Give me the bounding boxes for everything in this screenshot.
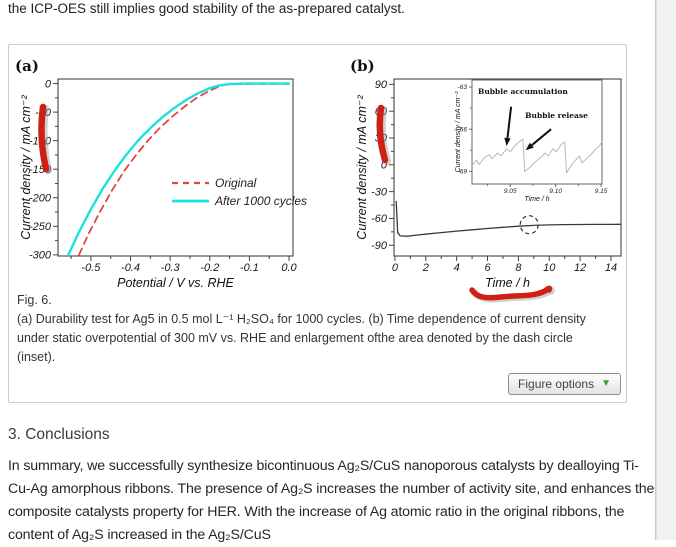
svg-text:-0.1: -0.1 bbox=[240, 262, 259, 274]
svg-text:Current density / mA cm⁻²: Current density / mA cm⁻² bbox=[19, 94, 33, 239]
svg-text:8: 8 bbox=[515, 262, 522, 274]
svg-text:-0.2: -0.2 bbox=[200, 262, 219, 274]
svg-text:-300: -300 bbox=[29, 250, 52, 262]
svg-text:9.05: 9.05 bbox=[504, 188, 517, 195]
svg-text:10: 10 bbox=[543, 262, 556, 274]
red-marker-stroke-panel-b bbox=[376, 104, 389, 164]
series-time-dependence bbox=[395, 200, 621, 237]
svg-text:-0.5: -0.5 bbox=[81, 262, 101, 274]
series-Original bbox=[78, 82, 290, 256]
svg-text:90: 90 bbox=[375, 79, 388, 91]
svg-text:Current density / mA cm⁻²: Current density / mA cm⁻² bbox=[455, 91, 462, 173]
figure-6-graphics: (a) -0.5 -0.4 -0.3 -0.2 -0.1 0.0 0 -50 -100 -150 -2… bbox=[15, 57, 622, 303]
page-edge-divider bbox=[655, 0, 656, 540]
svg-text:After 1000 cycles: After 1000 cycles bbox=[214, 194, 307, 208]
dash-circle-annotation bbox=[519, 215, 539, 235]
svg-text:-200: -200 bbox=[29, 193, 52, 205]
section-heading: 3. Conclusions bbox=[8, 426, 110, 443]
svg-text:Bubble release: Bubble release bbox=[525, 111, 588, 120]
svg-text:-90: -90 bbox=[371, 240, 388, 252]
figure-options-button[interactable]: Figure options ▼ bbox=[508, 373, 621, 395]
red-marker-annotations bbox=[38, 103, 555, 303]
svg-text:0: 0 bbox=[392, 262, 399, 274]
panel-b-inset: 9.05 9.10 9.15 -63 -66 -69 Time / h Current den… bbox=[455, 79, 608, 203]
svg-text:Time / h: Time / h bbox=[485, 276, 530, 290]
svg-text:0.0: 0.0 bbox=[281, 262, 297, 274]
svg-text:30: 30 bbox=[375, 133, 388, 145]
inset-sawtooth-trace bbox=[471, 138, 603, 174]
svg-text:Original: Original bbox=[215, 176, 257, 190]
panel-b: (b) 0 2 4 6 8 10 12 14 90 60 30 0 -30 -60 -90 Time / h Cu… bbox=[350, 57, 622, 290]
conclusions-paragraph: In summary, we successfully synthesize b… bbox=[8, 458, 655, 543]
figure-caption-block: Fig. 6. (a) Durability test for Ag5 in 0… bbox=[17, 291, 599, 367]
article-text-line: the ICP-OES still implies good stability… bbox=[8, 1, 405, 16]
svg-text:-0.3: -0.3 bbox=[161, 262, 181, 274]
scrollbar[interactable] bbox=[656, 0, 676, 540]
svg-text:(a): (a) bbox=[15, 57, 39, 75]
svg-text:2: 2 bbox=[422, 262, 429, 274]
svg-text:-0.4: -0.4 bbox=[121, 262, 140, 274]
svg-text:(b): (b) bbox=[350, 57, 375, 75]
figure-label: Fig. 6. bbox=[17, 293, 52, 307]
figure-options-label: Figure options bbox=[518, 377, 595, 391]
svg-text:60: 60 bbox=[375, 106, 388, 118]
svg-text:-69: -69 bbox=[458, 169, 468, 176]
svg-text:14: 14 bbox=[605, 262, 617, 274]
svg-text:-66: -66 bbox=[458, 126, 468, 133]
svg-text:Bubble accumulation: Bubble accumulation bbox=[478, 87, 568, 96]
svg-text:-30: -30 bbox=[371, 186, 388, 198]
svg-text:9.15: 9.15 bbox=[595, 188, 608, 195]
svg-text:0: 0 bbox=[45, 78, 52, 90]
svg-text:6: 6 bbox=[484, 262, 491, 274]
svg-text:12: 12 bbox=[574, 262, 586, 274]
svg-text:-60: -60 bbox=[371, 213, 388, 225]
panel-a: (a) -0.5 -0.4 -0.3 -0.2 -0.1 0.0 0 -50 -100 -150 -2… bbox=[15, 57, 307, 290]
red-marker-stroke-panel-a bbox=[38, 103, 50, 173]
svg-text:0: 0 bbox=[381, 160, 388, 172]
svg-text:Current density / mA cm⁻²: Current density / mA cm⁻² bbox=[355, 94, 369, 239]
svg-text:-63: -63 bbox=[458, 84, 468, 91]
dropdown-arrow-icon: ▼ bbox=[601, 378, 611, 389]
svg-text:-150: -150 bbox=[29, 164, 52, 176]
svg-text:-250: -250 bbox=[29, 221, 52, 233]
figure-caption-text: (a) Durability test for Ag5 in 0.5 mol L… bbox=[17, 312, 586, 364]
svg-text:Time / h: Time / h bbox=[524, 196, 549, 203]
svg-text:4: 4 bbox=[454, 262, 460, 274]
series-After-1000-cycles bbox=[67, 82, 291, 257]
svg-text:-50: -50 bbox=[35, 107, 52, 119]
svg-text:-100: -100 bbox=[29, 135, 52, 147]
svg-text:Potential / V vs. RHE: Potential / V vs. RHE bbox=[117, 276, 234, 290]
svg-text:9.10: 9.10 bbox=[549, 188, 562, 195]
figure-container: (a) -0.5 -0.4 -0.3 -0.2 -0.1 0.0 0 -50 -100 -150 -2… bbox=[8, 44, 627, 403]
